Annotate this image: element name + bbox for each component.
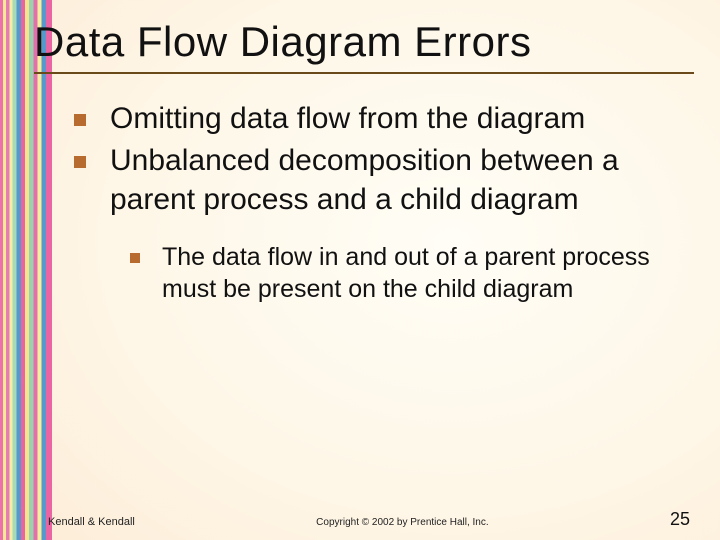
- sublist: The data flow in and out of a parent pro…: [74, 241, 684, 305]
- bullet-level1: Unbalanced decomposition between a paren…: [74, 142, 684, 219]
- slide-body: Omitting data flow from the diagram Unba…: [48, 100, 690, 528]
- square-bullet-icon: [130, 253, 140, 263]
- slide-footer: Kendall & Kendall Copyright © 2002 by Pr…: [48, 509, 690, 530]
- slide-title: Data Flow Diagram Errors: [34, 18, 690, 66]
- bullet-text: The data flow in and out of a parent pro…: [162, 241, 684, 305]
- title-underline: [34, 72, 694, 74]
- bullet-text: Omitting data flow from the diagram: [110, 100, 585, 138]
- bullet-text: Unbalanced decomposition between a paren…: [110, 142, 684, 219]
- slide-container: Data Flow Diagram Errors Omitting data f…: [0, 0, 720, 540]
- square-bullet-icon: [74, 156, 86, 168]
- bullet-level2: The data flow in and out of a parent pro…: [130, 241, 684, 305]
- footer-authors: Kendall & Kendall: [48, 516, 135, 528]
- footer-copyright: Copyright © 2002 by Prentice Hall, Inc.: [135, 517, 670, 528]
- bullet-level1: Omitting data flow from the diagram: [74, 100, 684, 138]
- footer-page-number: 25: [670, 509, 690, 530]
- square-bullet-icon: [74, 114, 86, 126]
